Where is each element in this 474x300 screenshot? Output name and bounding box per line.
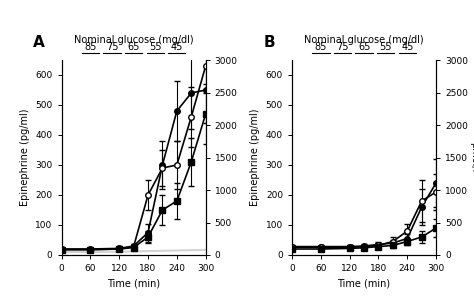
Text: 65: 65 [128, 42, 140, 52]
Text: 85: 85 [84, 42, 97, 52]
Text: 55: 55 [379, 42, 392, 52]
Text: B: B [263, 35, 275, 50]
Y-axis label: pmol/l: pmol/l [469, 142, 474, 173]
Y-axis label: Epinephrine (pg/ml): Epinephrine (pg/ml) [250, 109, 260, 206]
Text: A: A [33, 35, 45, 50]
X-axis label: Time (min): Time (min) [107, 279, 160, 289]
Text: Nominal glucose (mg/dl): Nominal glucose (mg/dl) [304, 35, 424, 45]
Text: 65: 65 [358, 42, 370, 52]
Text: 75: 75 [106, 42, 118, 52]
Text: 85: 85 [315, 42, 327, 52]
Y-axis label: Epinephrine (pg/ml): Epinephrine (pg/ml) [20, 109, 30, 206]
Text: Nominal glucose (mg/dl): Nominal glucose (mg/dl) [74, 35, 193, 45]
X-axis label: Time (min): Time (min) [337, 279, 391, 289]
Text: 75: 75 [336, 42, 349, 52]
Text: 55: 55 [149, 42, 162, 52]
Text: 45: 45 [171, 42, 183, 52]
Text: 45: 45 [401, 42, 413, 52]
